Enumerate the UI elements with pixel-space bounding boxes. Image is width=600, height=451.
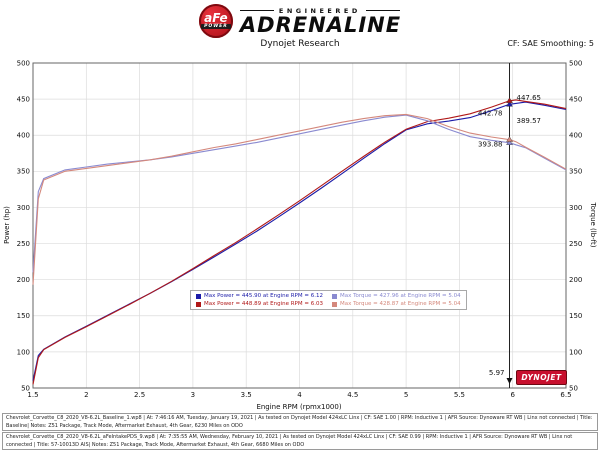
curve-baseline-torque — [32, 114, 567, 273]
smoothing-setting[interactable]: CF: SAE Smoothing: 5 — [507, 39, 594, 48]
cursor[interactable]: 5.97 — [489, 63, 513, 388]
legend-swatch — [331, 293, 337, 299]
afe-power-logo: aFe POWER — [198, 4, 233, 38]
status-row-baseline: Chevrolet_Corvette_C8_2020_V8-6.2L_Basel… — [2, 413, 598, 431]
cursor-rpm-label: 5.97 — [489, 369, 505, 377]
power-logo-text: POWER — [201, 24, 231, 29]
rpm-tick-label: 4.5 — [347, 391, 358, 399]
legend-label: Max Torque = 427.96 at Engine RPM = 5.04 — [339, 293, 461, 299]
legend-item: Max Torque = 427.96 at Engine RPM = 5.04 — [331, 293, 461, 299]
legend-swatch — [196, 301, 201, 307]
power-tick-label: 450 — [17, 96, 30, 104]
brand-engineered-text: ENGINEERED — [278, 6, 361, 15]
torque-tick-label: 150 — [569, 312, 582, 320]
legend-swatch — [196, 293, 201, 299]
cursor-marker — [506, 136, 513, 142]
plot-frame — [32, 62, 567, 389]
cursor-annotations: 442.78 447.65 389.57 393.88 — [478, 94, 541, 149]
cursor-handle[interactable] — [506, 378, 513, 384]
cursor-value-label: 442.78 — [478, 109, 503, 117]
power-tick-label: 150 — [17, 312, 30, 320]
curve-intake-power — [32, 99, 567, 385]
legend-label: Max Power = 448.89 at Engine RPM = 6.03 — [204, 301, 323, 307]
rpm-tick-label: 3.5 — [241, 391, 252, 399]
torque-tick-label: 400 — [569, 132, 582, 140]
brand-wordmark: ENGINEERED ADRENALINE — [239, 6, 402, 37]
torque-tick-label: 500 — [569, 59, 582, 67]
dynojet-watermark: DYNOJET — [516, 370, 567, 385]
y-axis-title-left: Power (hp) — [3, 206, 11, 244]
legend-item: Max Torque = 428.87 at Engine RPM = 5.04 — [331, 301, 461, 307]
rpm-tick-label: 5 — [404, 391, 408, 399]
chart-title: Dynojet Research — [260, 39, 340, 49]
cursor-value-label: 389.57 — [517, 117, 542, 125]
cursor-marker — [506, 100, 513, 107]
cursor-marker — [506, 139, 513, 145]
power-tick-label: 100 — [17, 348, 30, 356]
rpm-tick-label: 3 — [191, 391, 195, 399]
legend-box: Max Power = 445.90 at Engine RPM = 6.12 M… — [190, 290, 467, 310]
rpm-tick-label: 6 — [510, 391, 515, 399]
torque-tick-label: 50 — [569, 384, 578, 392]
power-tick-label: 500 — [17, 59, 30, 67]
plot-border — [32, 62, 567, 389]
torque-tick-label: 200 — [569, 276, 582, 284]
rule-right — [365, 10, 400, 11]
cursor-value-label: 393.88 — [478, 141, 503, 149]
torque-tick-label: 250 — [569, 240, 582, 248]
torque-tick-label: 300 — [569, 204, 582, 212]
rule-left — [239, 10, 274, 11]
torque-tick-label: 450 — [569, 96, 582, 104]
torque-tick-label: 100 — [569, 348, 582, 356]
cursor-value-label: 447.65 — [517, 94, 542, 102]
series-curves — [32, 99, 567, 385]
curve-intake-torque — [32, 113, 567, 285]
brand-adrenaline-text: ADRENALINE — [239, 12, 402, 37]
afe-logo-text: aFe — [204, 11, 228, 25]
legend-label: Max Power = 445.90 at Engine RPM = 6.12 — [204, 293, 323, 299]
cursor-marker — [506, 97, 513, 104]
y-axis-title-right: Torque (lb-ft) — [589, 202, 597, 248]
rpm-tick-label: 6.5 — [560, 391, 571, 399]
legend-item: Max Power = 445.90 at Engine RPM = 6.12 — [196, 293, 323, 299]
power-tick-label: 50 — [21, 384, 30, 392]
status-row-intake: Chevrolet_Corvette_C8_2020_V8-6.2L_aFeIn… — [2, 432, 598, 450]
x-axis-title: Engine RPM (rpmx1000) — [256, 403, 341, 411]
rpm-tick-label: 4 — [297, 391, 302, 399]
rpm-tick-label: 5.5 — [454, 391, 465, 399]
torque-tick-label: 350 — [569, 168, 582, 176]
legend-swatch — [331, 301, 337, 307]
brand-engineered-line: ENGINEERED — [239, 6, 401, 15]
power-tick-label: 200 — [17, 276, 30, 284]
legend-label: Max Torque = 428.87 at Engine RPM = 5.04 — [339, 301, 461, 307]
power-tick-label: 400 — [17, 132, 30, 140]
brand-header: aFe POWER ENGINEERED ADRENALINE — [0, 3, 600, 39]
status-bar: Chevrolet_Corvette_C8_2020_V8-6.2L_Basel… — [2, 413, 598, 451]
power-tick-label: 300 — [17, 204, 30, 212]
rpm-tick-label: 1.5 — [27, 391, 38, 399]
legend-item: Max Power = 448.89 at Engine RPM = 6.03 — [196, 301, 323, 307]
rpm-tick-label: 2.5 — [134, 391, 145, 399]
power-tick-label: 250 — [17, 240, 30, 248]
power-tick-label: 350 — [17, 168, 30, 176]
rpm-tick-label: 2 — [84, 391, 88, 399]
